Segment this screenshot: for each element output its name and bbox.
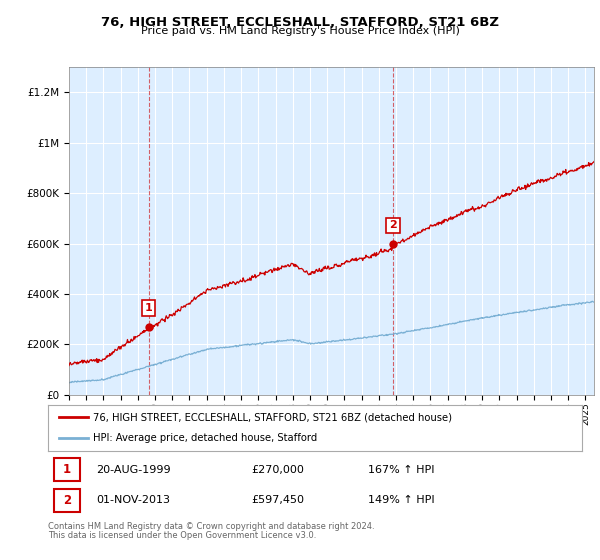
Text: 01-NOV-2013: 01-NOV-2013 <box>96 495 170 505</box>
Text: 76, HIGH STREET, ECCLESHALL, STAFFORD, ST21 6BZ: 76, HIGH STREET, ECCLESHALL, STAFFORD, S… <box>101 16 499 29</box>
Text: 167% ↑ HPI: 167% ↑ HPI <box>368 465 435 475</box>
FancyBboxPatch shape <box>55 458 80 482</box>
Text: This data is licensed under the Open Government Licence v3.0.: This data is licensed under the Open Gov… <box>48 531 316 540</box>
Text: HPI: Average price, detached house, Stafford: HPI: Average price, detached house, Staf… <box>94 433 317 444</box>
FancyBboxPatch shape <box>55 488 80 512</box>
Text: £270,000: £270,000 <box>251 465 304 475</box>
Text: Price paid vs. HM Land Registry's House Price Index (HPI): Price paid vs. HM Land Registry's House … <box>140 26 460 36</box>
Text: £597,450: £597,450 <box>251 495 304 505</box>
Text: 1: 1 <box>63 463 71 477</box>
Text: 76, HIGH STREET, ECCLESHALL, STAFFORD, ST21 6BZ (detached house): 76, HIGH STREET, ECCLESHALL, STAFFORD, S… <box>94 412 452 422</box>
Text: 20-AUG-1999: 20-AUG-1999 <box>96 465 170 475</box>
Text: 2: 2 <box>389 221 397 230</box>
Text: Contains HM Land Registry data © Crown copyright and database right 2024.: Contains HM Land Registry data © Crown c… <box>48 522 374 531</box>
Text: 1: 1 <box>145 303 152 313</box>
Text: 149% ↑ HPI: 149% ↑ HPI <box>368 495 435 505</box>
Text: 2: 2 <box>63 493 71 507</box>
